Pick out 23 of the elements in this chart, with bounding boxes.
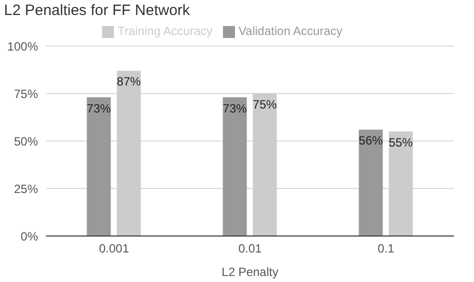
bar: [388, 132, 413, 236]
data-label: 55%: [388, 136, 414, 150]
legend-label: Validation Accuracy: [238, 24, 342, 38]
bar: [252, 94, 277, 236]
bar: [222, 97, 247, 236]
x-tick-label: 0.1: [378, 242, 395, 256]
y-tick-label: 50%: [14, 134, 38, 148]
data-label: 87%: [116, 74, 142, 89]
bar: [86, 97, 111, 236]
data-label: 73%: [86, 101, 112, 116]
y-tick-label: 75%: [14, 86, 38, 101]
data-label: 75%: [252, 98, 278, 112]
x-axis-title: L2 Penalty: [222, 265, 278, 279]
chart-title: L2 Penalties for FF Network: [4, 2, 190, 19]
bar: [358, 130, 383, 236]
y-tick-label: 0%: [20, 229, 38, 244]
x-tick-label: 0.001: [98, 242, 130, 256]
bar: [116, 70, 141, 236]
x-tick-label: 0.01: [238, 242, 262, 256]
data-label: 56%: [358, 134, 384, 148]
y-tick-label: 100%: [7, 39, 38, 54]
y-tick-label: 25%: [14, 182, 38, 196]
data-label: 73%: [222, 101, 248, 116]
